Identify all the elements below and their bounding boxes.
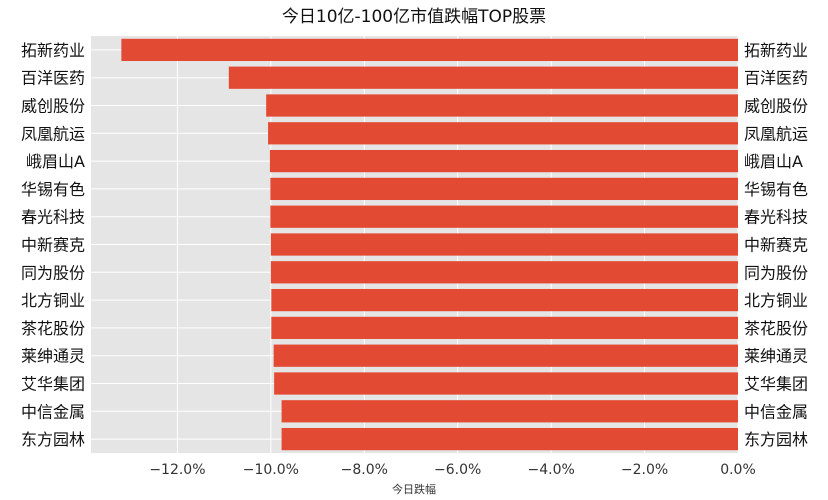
y-tick-label-right: 北方铜业 [744,291,808,310]
y-tick-label-right: 艾华集团 [744,375,808,394]
y-tick-label-left: 百洋医药 [21,69,85,88]
bar [274,372,738,395]
bar [281,427,738,451]
y-tick-label-right: 峨眉山A [744,152,803,171]
y-tick-label-right: 莱绅通灵 [744,347,808,366]
y-tick-label-left: 中新赛克 [21,236,85,255]
bar [270,205,738,228]
bar [228,66,739,89]
bar [273,344,738,367]
y-tick-label-left: 春光科技 [21,208,85,227]
x-tick-label: −8.0% [341,462,388,478]
y-tick-label-right: 华锡有色 [744,180,808,199]
bar [266,94,738,117]
chart-title: 今日10亿-100亿市值跌幅TOP股票 [282,7,546,27]
y-tick-label-right: 春光科技 [744,208,808,227]
x-tick-labels: −12.0% −10.0% −8.0% −6.0% −4.0% −2.0% 0.0% [149,462,755,478]
y-tick-label-right: 百洋医药 [744,69,808,88]
y-tick-label-right: 凤凰航运 [744,124,808,143]
y-tick-label-left: 莱绅通灵 [21,347,85,366]
y-tick-label-left: 中信金属 [21,402,85,421]
bar [121,38,738,62]
bar [271,316,738,340]
x-tick-label: 0.0% [720,462,756,478]
y-tick-label-right: 威创股份 [744,97,808,116]
x-tick-label: −2.0% [621,462,668,478]
y-tick-label-left: 凤凰航运 [21,124,85,143]
y-tick-label-left: 茶花股份 [21,319,85,338]
y-tick-label-right: 中信金属 [744,402,808,421]
y-tick-label-right: 中新赛克 [744,236,808,255]
x-tick-label: −10.0% [243,462,299,478]
x-tick-label: −6.0% [434,462,481,478]
y-tick-label-left: 拓新药业 [21,41,85,60]
bar [268,122,738,145]
y-tick-label-left: 峨眉山A [26,152,85,171]
x-tick-label: −4.0% [527,462,574,478]
y-tick-label-left: 华锡有色 [21,180,85,199]
bar [281,400,738,423]
bar [270,233,738,256]
y-tick-label-left: 威创股份 [21,97,85,116]
x-tick-label: −12.0% [149,462,205,478]
y-tick-label-right: 东方园林 [744,430,808,449]
bars [121,38,739,451]
y-tick-label-right: 茶花股份 [744,319,808,338]
y-tick-label-left: 北方铜业 [21,291,85,310]
bar [270,177,738,201]
y-tick-label-left: 艾华集团 [21,375,85,394]
y-tick-label-right: 拓新药业 [744,41,808,60]
bar [269,149,738,173]
y-tick-label-left: 东方园林 [21,430,85,449]
bar [270,261,738,284]
y-tick-label-right: 同为股份 [744,263,808,282]
bar [271,288,738,312]
y-tick-label-left: 同为股份 [21,263,85,282]
x-axis-label: 今日跌幅 [392,482,436,496]
